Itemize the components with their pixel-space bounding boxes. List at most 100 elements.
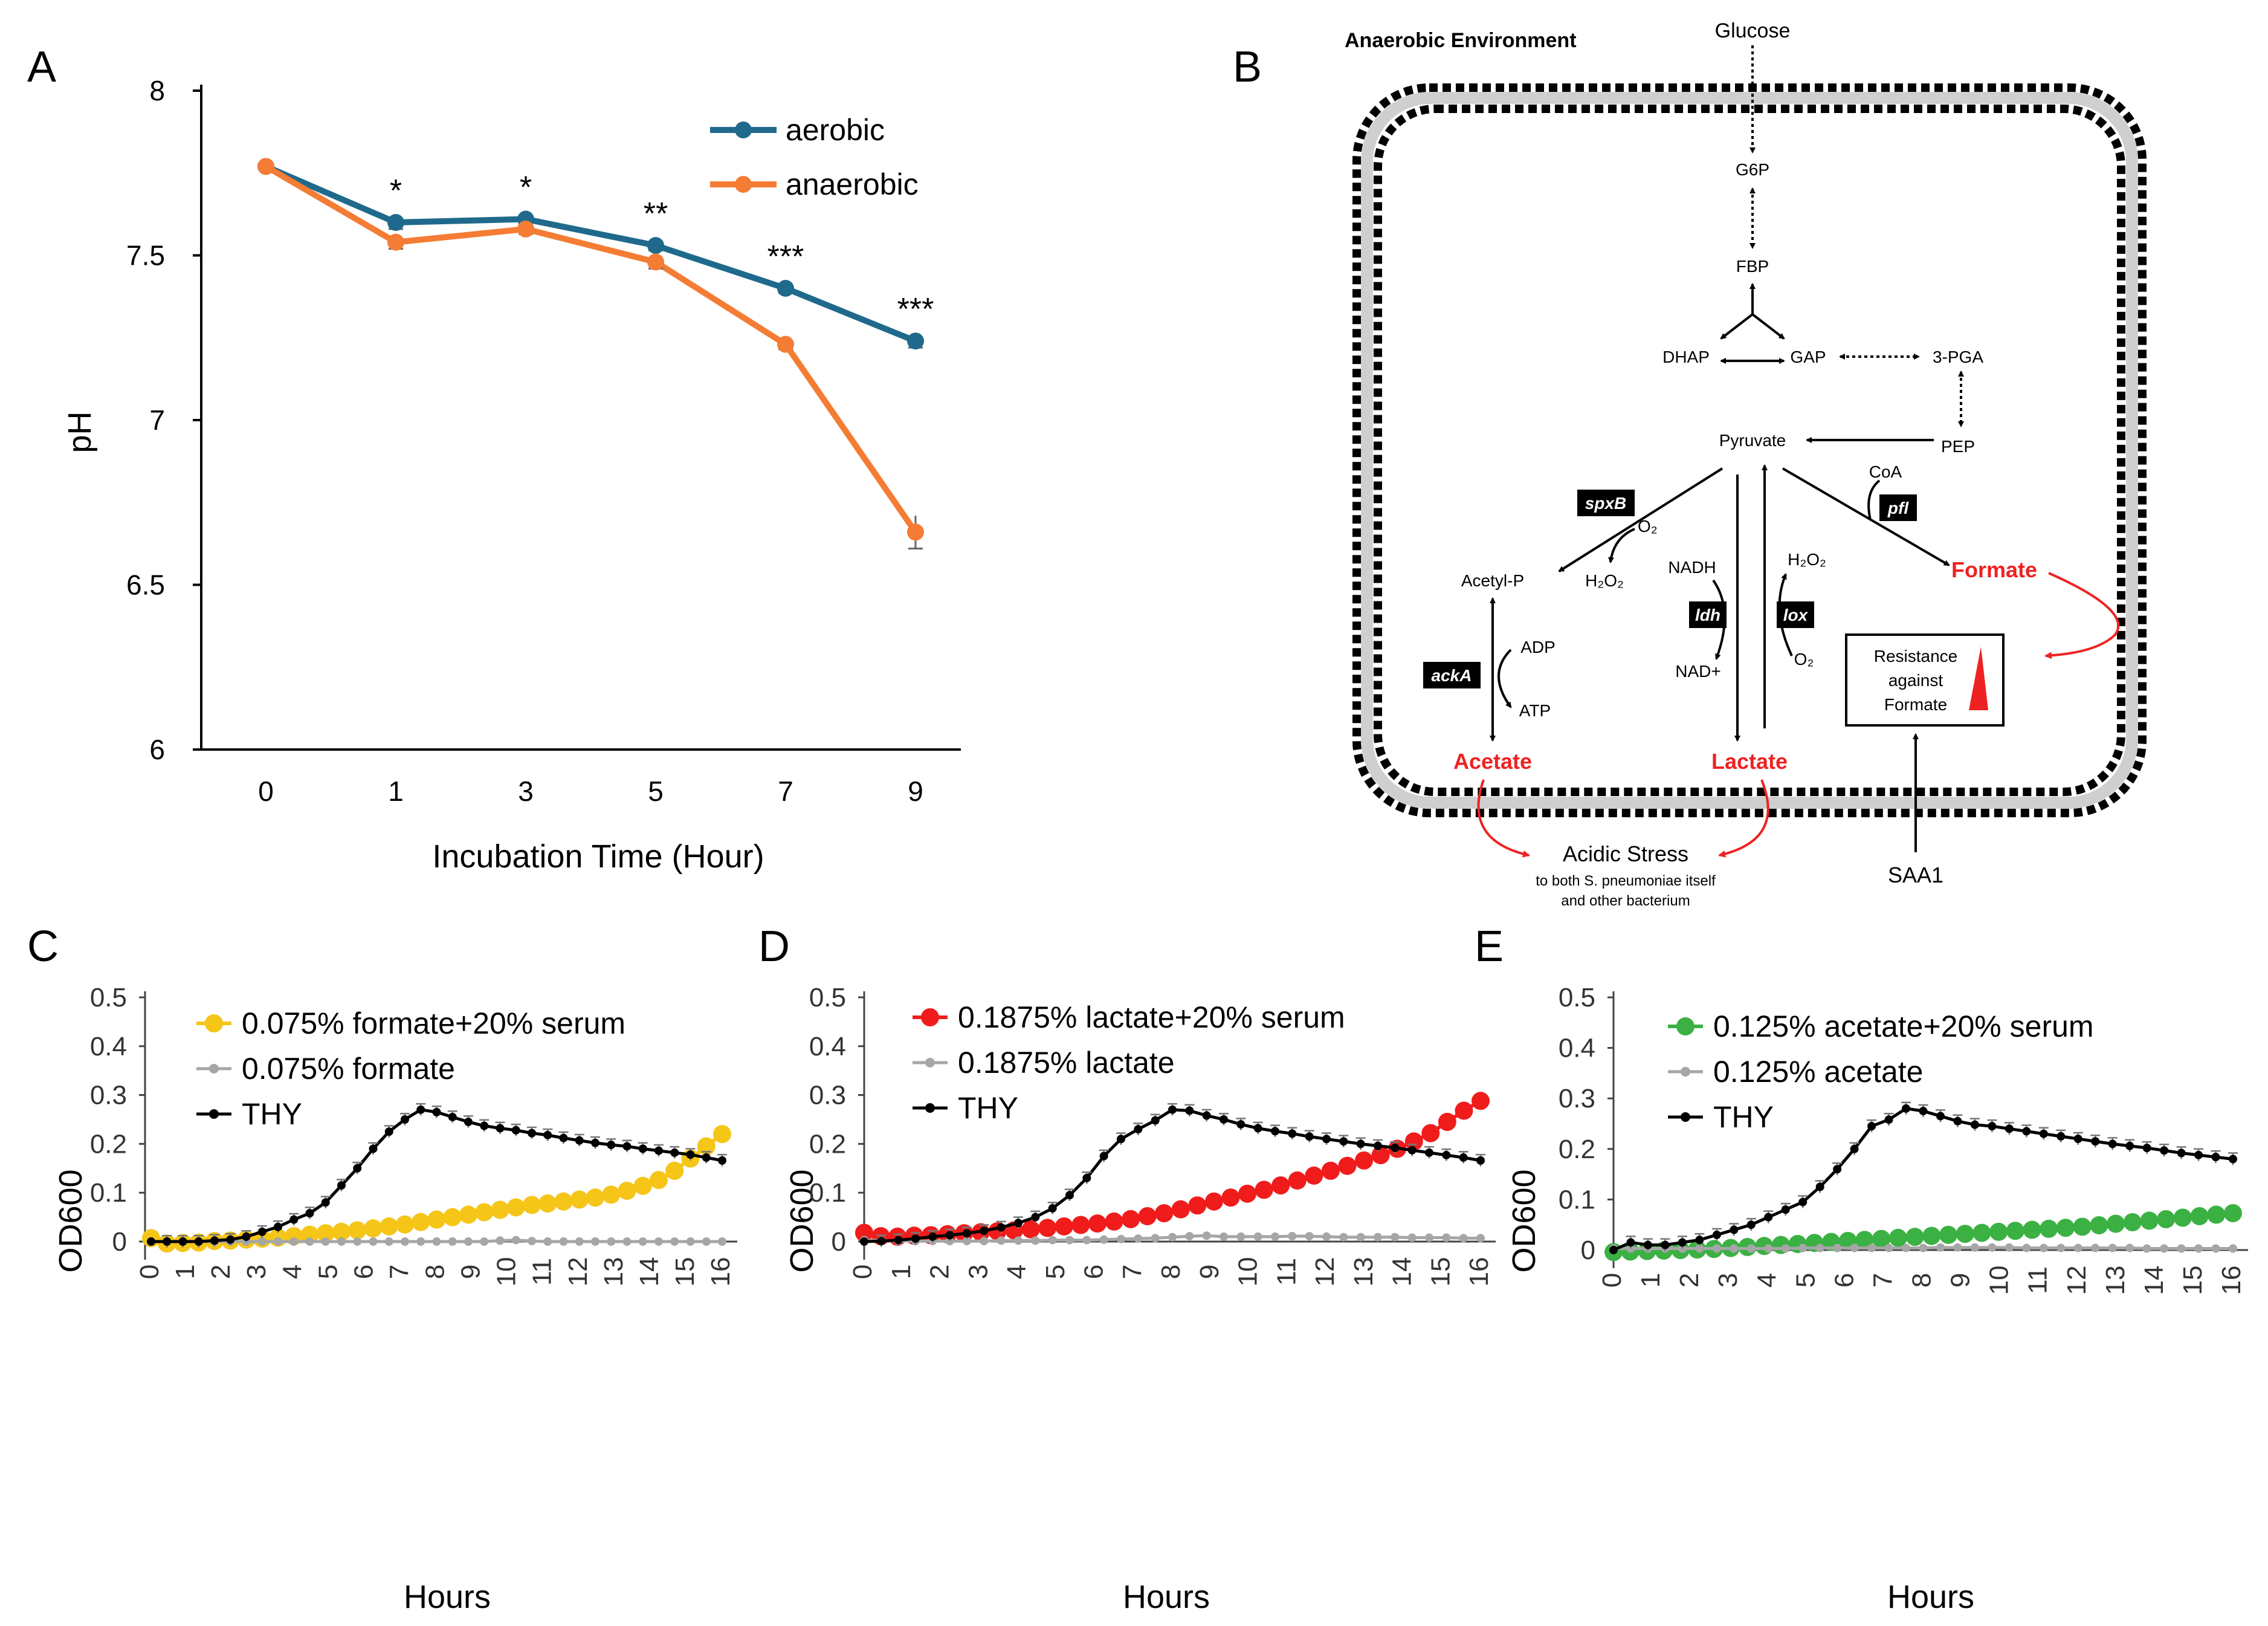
chart-e-xtick-label: 11: [2023, 1266, 2053, 1294]
chart-c-point-1: [432, 1237, 441, 1246]
chart-c-point-2: [575, 1136, 584, 1145]
resistance-line3: Formate: [1884, 695, 1947, 714]
chart-e-point-1: [1988, 1243, 1997, 1252]
chart-a: pH Incubation Time (Hour) aerobic anaero…: [62, 75, 961, 875]
chart-a-point-aerobic: [647, 237, 664, 254]
chart-c-point-0: [364, 1219, 383, 1238]
chart-e-point-2: [2194, 1150, 2203, 1159]
chart-e-point-0: [1956, 1225, 1974, 1243]
chart-e-point-1: [2091, 1243, 2100, 1252]
chart-d-point-2: [928, 1232, 937, 1241]
chart-c-point-1: [622, 1237, 632, 1246]
chart-a-line-anaerobic: [264, 164, 919, 534]
chart-d-point-2: [1374, 1141, 1382, 1150]
chart-c-xtick-label: 13: [599, 1257, 628, 1287]
chart-c-point-2: [257, 1227, 267, 1236]
chart-e-point-2: [1867, 1122, 1876, 1131]
chart-d-xtick-label: 5: [1041, 1265, 1070, 1279]
chart-e-point-0: [2173, 1208, 2192, 1227]
chart-c-point-2: [178, 1237, 187, 1246]
chart-e-legend-2: THY: [1713, 1100, 1774, 1134]
chart-d-point-2: [1065, 1191, 1074, 1200]
chart-c-point-2: [702, 1153, 711, 1162]
chart-e-xtick-label: 14: [2139, 1266, 2169, 1295]
chart-c-point-1: [384, 1237, 393, 1246]
chart-c-point-1: [543, 1237, 552, 1246]
chart-a-significance-star: ***: [767, 239, 804, 274]
chart-e-point-0: [2107, 1214, 2125, 1233]
chart-e-point-2: [2039, 1129, 2048, 1138]
chart-c-point-2: [369, 1144, 378, 1153]
fbp-right-arrow: [1751, 313, 1785, 340]
chart-d-xtick-label: 10: [1233, 1257, 1263, 1287]
chart-d-point-2: [911, 1234, 920, 1243]
chart-c-point-2: [242, 1232, 251, 1241]
chart-c-legend-2: THY: [242, 1097, 302, 1131]
chart-c-xtick-label: 5: [313, 1265, 343, 1279]
chart-c-point-2: [528, 1129, 536, 1138]
chart-d-ytick-label: 0.1: [809, 1178, 846, 1208]
chart-d-point-2: [1014, 1219, 1023, 1228]
chart-e-point-1: [2125, 1243, 2134, 1252]
pyruvate-acetylp-arrow: [1558, 467, 1724, 572]
chart-e-xtick-label: 13: [2101, 1266, 2130, 1295]
chart-d-point-0: [1105, 1212, 1123, 1231]
chart-e-xtick-label: 8: [1907, 1273, 1937, 1288]
chart-c-point-1: [575, 1237, 584, 1246]
chart-c-point-1: [654, 1237, 663, 1246]
chart-d-point-1: [1442, 1233, 1451, 1242]
chart-e-point-1: [2194, 1244, 2203, 1253]
chart-e-point-2: [1643, 1240, 1652, 1249]
chart-e-point-0: [2140, 1211, 2159, 1230]
acidic-stress-label: Acidic Stress: [1563, 841, 1688, 866]
chart-e-point-0: [2023, 1220, 2041, 1239]
chart-c-point-1: [591, 1237, 599, 1246]
chart-c-point-1: [416, 1237, 425, 1246]
chart-c-point-2: [559, 1133, 568, 1142]
chart-d-xtick-label: 13: [1349, 1257, 1378, 1287]
chart-e-point-1: [1730, 1244, 1739, 1253]
chart-e-point-0: [2224, 1203, 2242, 1222]
chart-d-point-2: [1271, 1127, 1279, 1136]
chart-c-xtick-label: 2: [206, 1265, 236, 1279]
chart-d-point-0: [1288, 1171, 1307, 1190]
chart-c-point-2: [163, 1237, 172, 1246]
chart-a-xtick-label: 7: [778, 776, 793, 807]
chart-d-point-1: [1168, 1232, 1177, 1242]
chart-d-xtick-label: 1: [887, 1265, 916, 1279]
chart-e-point-2: [1695, 1236, 1704, 1245]
chart-e-xtick-label: 1: [1636, 1273, 1665, 1288]
chart-d-ytick-label: 0.5: [809, 983, 846, 1012]
chart-d-xlabel: Hours: [1123, 1579, 1210, 1615]
chart-d-xtick-label: 7: [1117, 1265, 1147, 1279]
chart-d-point-1: [1134, 1234, 1143, 1243]
chart-e-point-0: [1855, 1231, 1874, 1249]
chart-d-point-0: [1038, 1219, 1057, 1237]
chart-d-legend-marker: [921, 1008, 939, 1026]
chart-c-xtick-label: 0: [135, 1265, 164, 1279]
chart-c-point-2: [464, 1118, 473, 1127]
chart-c-point-1: [511, 1236, 520, 1245]
chart-e-ylabel: OD600: [1506, 1169, 1542, 1272]
chart-e-xtick-label: 10: [1985, 1266, 2014, 1295]
chart-c-point-2: [274, 1222, 282, 1231]
chart-e-point-2: [2160, 1146, 2169, 1155]
chart-d-ylabel: OD600: [784, 1169, 820, 1272]
chart-e-point-2: [2142, 1144, 2151, 1153]
o2-a-label: O₂: [1638, 517, 1658, 536]
chart-c-point-2: [147, 1237, 155, 1246]
adp-label: ADP: [1520, 638, 1556, 656]
chart-d-point-2: [1356, 1139, 1365, 1148]
chart-d-point-2: [1407, 1145, 1417, 1155]
chart-e-point-2: [2108, 1139, 2117, 1148]
chart-c-ytick-label: 0.2: [90, 1129, 127, 1159]
atp-label: ATP: [1519, 701, 1551, 720]
chart-a-significance-star: **: [644, 196, 668, 232]
chart-a-point-aerobic: [777, 280, 794, 297]
chart-c-point-1: [638, 1237, 647, 1246]
chart-c-legend-marker: [205, 1014, 223, 1032]
chart-e-point-0: [2040, 1219, 2058, 1238]
chart-d-point-1: [1407, 1233, 1417, 1242]
chart-c-point-1: [448, 1237, 457, 1246]
chart-e-xtick-label: 16: [2217, 1266, 2246, 1295]
